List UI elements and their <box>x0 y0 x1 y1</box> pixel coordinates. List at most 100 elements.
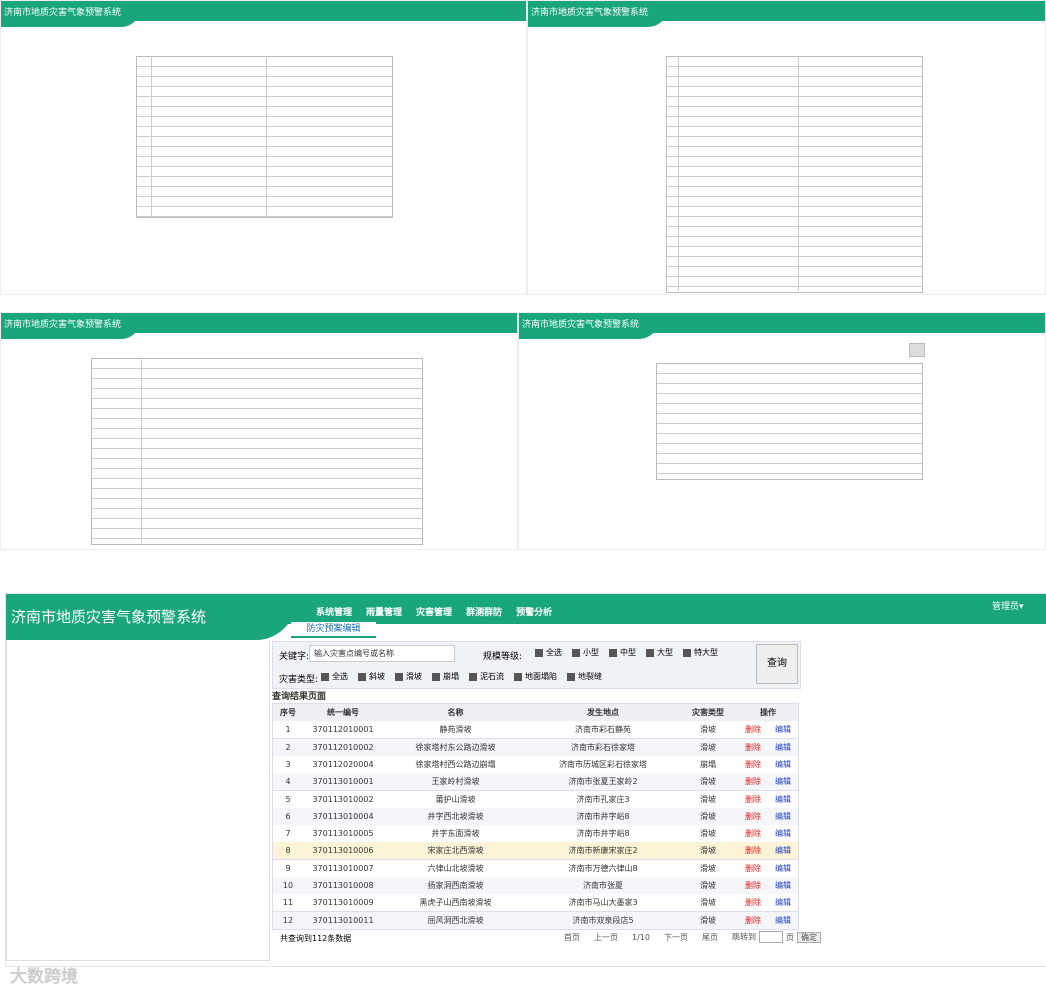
delete-link[interactable]: 删除 <box>745 846 761 856</box>
table-cell: 静苑滑坡 <box>439 725 472 735</box>
checkbox-label: 特大型 <box>694 648 718 657</box>
header-cell: 发生地点 <box>587 708 619 717</box>
tab[interactable]: 防灾预案编辑 <box>291 622 376 638</box>
header-cell: 统一编号 <box>327 708 359 717</box>
table-cell: 济南市双泉段店5 <box>572 915 634 925</box>
page-input[interactable] <box>758 931 783 943</box>
checkbox[interactable]: 地裂缝 <box>567 672 602 681</box>
edit-link[interactable]: 编辑 <box>775 846 791 856</box>
checkbox[interactable]: 特大型 <box>683 648 718 657</box>
table-cell: 2 <box>285 742 291 752</box>
delete-link[interactable]: 删除 <box>745 881 761 890</box>
table-cell: 370113010006 <box>312 846 374 856</box>
main-screen: 济南市地质灾害气象预警系统 系统管理 雨量管理 灾害管理 群测群防 预警分析 管理员▾ … <box>5 593 1046 967</box>
table-cell: 济南市井字峪8 <box>576 811 630 821</box>
table-row: 9 370113010007 六律山北坡滑坡 济南市万德六律山8 滑坡 删除 编辑 <box>273 859 798 878</box>
checkbox[interactable]: 地面塌陷 <box>514 672 557 681</box>
nav-item[interactable]: 系统管理 <box>316 608 353 618</box>
app-title: 济南市地质灾害气象预警系统 <box>11 608 207 626</box>
query-button[interactable]: 查询 <box>756 644 798 684</box>
checkbox[interactable]: 中型 <box>609 648 636 657</box>
table-cell: 济南市井字峪8 <box>576 829 630 839</box>
pager-item[interactable]: 上一页 <box>594 932 618 942</box>
table-row: 3 370112020004 徐家塔村西公路边崩塌 济南市历城区彩石徐家塔 崩塌 删除 编辑 <box>273 755 798 774</box>
edit-link[interactable]: 编辑 <box>775 742 791 752</box>
delete-link[interactable]: 删除 <box>745 759 761 769</box>
checkbox-label: 大型 <box>657 648 673 657</box>
delete-link[interactable]: 删除 <box>745 777 761 787</box>
checkbox[interactable]: 大型 <box>646 648 673 657</box>
checkbox[interactable]: 泥石流 <box>469 672 504 681</box>
edit-link[interactable]: 编辑 <box>775 881 791 890</box>
table-row: 4 370113010001 王家岭村滑坡 济南市张夏王家岭2 滑坡 删除 编辑 <box>273 773 798 792</box>
table-cell: 5 <box>285 794 291 804</box>
pager-item[interactable]: 首页 <box>564 932 580 942</box>
checkbox[interactable]: 滑坡 <box>395 672 422 681</box>
header-row: 序号 统一编号 名称 发生地点 灾害类型 操作 <box>273 704 798 722</box>
delete-link[interactable]: 删除 <box>745 829 761 839</box>
table-cell: 7 <box>285 829 291 839</box>
table-cell: 王家岭村滑坡 <box>431 777 480 787</box>
checkbox-label: 中型 <box>620 648 636 657</box>
delete-link[interactable]: 删除 <box>745 915 761 925</box>
table-cell: 徐家塔村东公路边滑坡 <box>415 742 496 752</box>
edit-link[interactable]: 编辑 <box>775 863 791 873</box>
table-cell: 4 <box>285 777 291 787</box>
confirm-button[interactable]: 确定 <box>796 931 821 943</box>
delete-link[interactable]: 删除 <box>745 725 761 735</box>
edit-link[interactable]: 编辑 <box>775 915 791 925</box>
table-cell: 滑坡 <box>700 829 716 839</box>
actions: 删除 编辑 <box>738 773 798 790</box>
checkbox[interactable]: 全选 <box>535 648 562 657</box>
table-cell: 370113010009 <box>312 898 374 908</box>
thumbnail: 济南市地质灾害气象预警系统 <box>0 0 527 295</box>
table-row: 2 370112010002 徐家塔村东公路边滑坡 济南市彩石徐家塔 滑坡 删除 编辑 <box>273 738 798 757</box>
nav-item[interactable]: 灾害管理 <box>416 608 453 618</box>
table-row: 11 370113010009 黑虎子山西南坡滑坡 济南市马山大墨家3 滑坡 删除 编辑 <box>273 894 798 913</box>
checkbox-label: 地面塌陷 <box>525 672 557 681</box>
edit-link[interactable]: 编辑 <box>775 811 791 821</box>
checkbox-label: 崩塌 <box>443 672 459 681</box>
table-row: 5 370113010002 莆护山滑坡 济南市孔家庄3 滑坡 删除 编辑 <box>273 790 798 809</box>
checkbox[interactable]: 斜坡 <box>358 672 385 681</box>
table-cell: 滑坡 <box>700 742 716 752</box>
checkbox[interactable]: 崩塌 <box>432 672 459 681</box>
table-cell: 黑虎子山西南坡滑坡 <box>419 898 492 908</box>
delete-link[interactable]: 删除 <box>745 742 761 752</box>
edit-link[interactable]: 编辑 <box>775 829 791 839</box>
table-row: 8 370113010006 宋家庄北西滑坡 济南市新康宋家庄2 滑坡 删除 编辑 <box>273 842 798 861</box>
table-row: 10 370113010008 扬家洞西南滑坡 济南市张夏 滑坡 删除 编辑 <box>273 877 798 895</box>
pager-item[interactable]: 尾页 <box>701 932 718 942</box>
table-cell: 井字东面滑坡 <box>431 829 480 839</box>
user-menu[interactable]: 管理员▾ <box>992 602 1024 612</box>
actions: 删除 编辑 <box>738 825 798 842</box>
delete-link[interactable]: 删除 <box>745 898 761 908</box>
header-cell: 灾害类型 <box>692 708 724 717</box>
thumb-title: 济南市地质灾害气象预警系统 <box>4 8 122 18</box>
table-cell: 滑坡 <box>700 794 716 804</box>
table-cell: 3 <box>285 759 291 769</box>
checkbox[interactable]: 全选 <box>321 672 348 681</box>
thumb-title: 济南市地质灾害气象预警系统 <box>531 8 649 18</box>
pager-item[interactable]: 1/10 <box>632 932 650 942</box>
nav-item[interactable]: 雨量管理 <box>366 608 403 618</box>
keyword-input[interactable]: 输入灾害点编号或名称 <box>309 645 455 662</box>
edit-link[interactable]: 编辑 <box>775 898 791 908</box>
delete-link[interactable]: 删除 <box>745 794 761 804</box>
delete-link[interactable]: 删除 <box>745 863 761 873</box>
edit-link[interactable]: 编辑 <box>775 777 791 787</box>
pager-item[interactable]: 下一页 <box>663 932 688 942</box>
label: 关键字: <box>279 652 310 662</box>
table-cell: 莆护山滑坡 <box>435 794 476 804</box>
actions: 删除 编辑 <box>738 808 798 825</box>
edit-link[interactable]: 编辑 <box>775 759 791 769</box>
jump-label: 跳转到 <box>731 932 756 942</box>
table-cell: 370113010004 <box>312 811 374 821</box>
edit-link[interactable]: 编辑 <box>775 794 791 804</box>
edit-link[interactable]: 编辑 <box>775 725 791 735</box>
nav-item[interactable]: 群测群防 <box>466 608 503 618</box>
delete-link[interactable]: 删除 <box>745 811 761 821</box>
nav-item[interactable]: 预警分析 <box>516 608 553 618</box>
checkbox-label: 滑坡 <box>406 672 422 681</box>
checkbox[interactable]: 小型 <box>572 648 599 657</box>
